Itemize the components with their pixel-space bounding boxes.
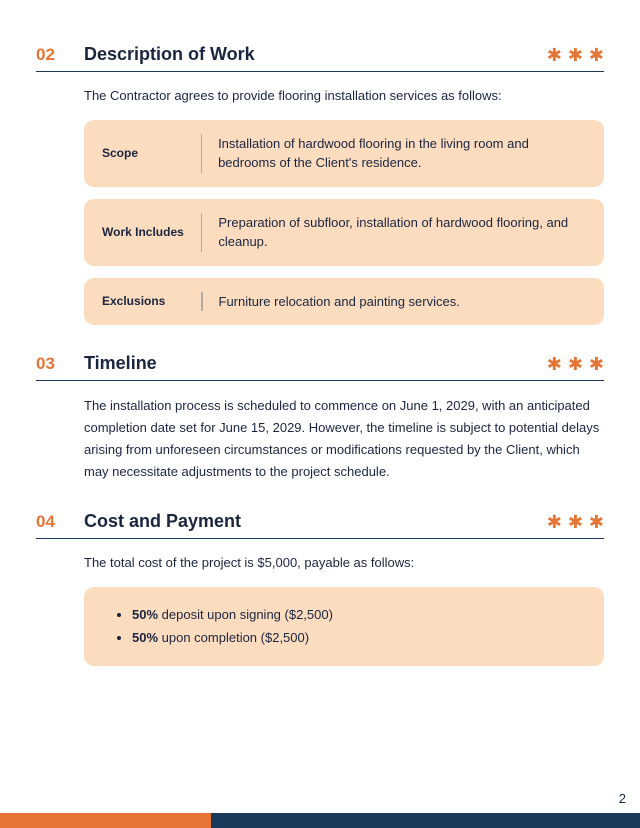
info-label: Exclusions xyxy=(102,294,197,308)
asterisk-icon: ✱ xyxy=(547,513,562,531)
info-value: Installation of hardwood flooring in the… xyxy=(218,134,586,173)
info-card-exclusions: Exclusions Furniture relocation and pain… xyxy=(84,278,604,326)
section-title: Cost and Payment xyxy=(84,511,547,532)
info-label: Work Includes xyxy=(102,225,197,239)
info-divider xyxy=(201,134,202,173)
info-label: Scope xyxy=(102,146,197,160)
info-value: Preparation of subfloor, installation of… xyxy=(218,213,586,252)
decorative-asterisks: ✱ ✱ ✱ xyxy=(547,355,604,373)
asterisk-icon: ✱ xyxy=(589,46,604,64)
section-header-03: 03 Timeline ✱ ✱ ✱ xyxy=(36,353,604,381)
info-divider xyxy=(201,213,202,252)
bold-text: 50% xyxy=(132,607,158,622)
section-title: Timeline xyxy=(84,353,547,374)
decorative-asterisks: ✱ ✱ ✱ xyxy=(547,513,604,531)
timeline-paragraph: The installation process is scheduled to… xyxy=(84,395,604,483)
section-title: Description of Work xyxy=(84,44,547,65)
section-body-03: The installation process is scheduled to… xyxy=(84,395,604,483)
footer-accent-orange xyxy=(0,813,211,828)
list-item: 50% upon completion ($2,500) xyxy=(132,626,574,649)
section-body-04: The total cost of the project is $5,000,… xyxy=(84,553,604,665)
intro-text: The total cost of the project is $5,000,… xyxy=(84,553,604,573)
info-value: Furniture relocation and painting servic… xyxy=(219,292,460,312)
decorative-asterisks: ✱ ✱ ✱ xyxy=(547,46,604,64)
asterisk-icon: ✱ xyxy=(568,355,583,373)
section-number: 03 xyxy=(36,354,84,374)
asterisk-icon: ✱ xyxy=(589,355,604,373)
page-number: 2 xyxy=(619,791,626,806)
bullet-text: deposit upon signing ($2,500) xyxy=(158,607,333,622)
section-number: 02 xyxy=(36,45,84,65)
info-divider xyxy=(201,292,203,312)
section-header-04: 04 Cost and Payment ✱ ✱ ✱ xyxy=(36,511,604,539)
bold-text: 50% xyxy=(132,630,158,645)
footer-accent-navy xyxy=(211,813,640,828)
payment-list: 50% deposit upon signing ($2,500) 50% up… xyxy=(114,603,574,650)
asterisk-icon: ✱ xyxy=(568,46,583,64)
asterisk-icon: ✱ xyxy=(568,513,583,531)
info-card-scope: Scope Installation of hardwood flooring … xyxy=(84,120,604,187)
section-number: 04 xyxy=(36,512,84,532)
section-body-02: The Contractor agrees to provide floorin… xyxy=(84,86,604,325)
intro-text: The Contractor agrees to provide floorin… xyxy=(84,86,604,106)
asterisk-icon: ✱ xyxy=(589,513,604,531)
asterisk-icon: ✱ xyxy=(547,46,562,64)
asterisk-icon: ✱ xyxy=(547,355,562,373)
bullet-text: upon completion ($2,500) xyxy=(158,630,309,645)
footer-bar xyxy=(0,813,640,828)
info-card-work-includes: Work Includes Preparation of subfloor, i… xyxy=(84,199,604,266)
list-item: 50% deposit upon signing ($2,500) xyxy=(132,603,574,626)
payment-card: 50% deposit upon signing ($2,500) 50% up… xyxy=(84,587,604,666)
document-page: 02 Description of Work ✱ ✱ ✱ The Contrac… xyxy=(0,0,640,666)
page-footer: 2 xyxy=(0,813,640,828)
section-header-02: 02 Description of Work ✱ ✱ ✱ xyxy=(36,44,604,72)
